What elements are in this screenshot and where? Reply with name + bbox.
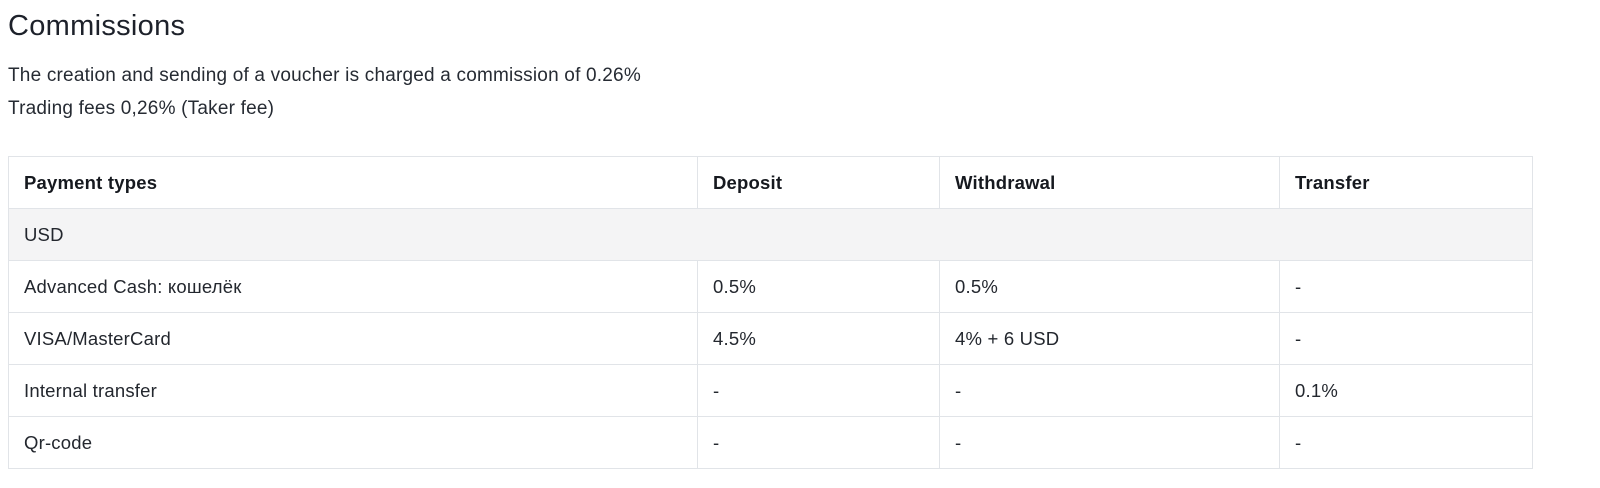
cell-withdrawal: 0.5%: [939, 260, 1280, 313]
cell-payment-type: VISA/MasterCard: [8, 312, 698, 365]
table-row: Advanced Cash: кошелёк 0.5% 0.5% -: [8, 260, 1533, 313]
cell-withdrawal: 4% + 6 USD: [939, 312, 1280, 365]
cell-transfer: -: [1279, 260, 1533, 313]
voucher-commission-text: The creation and sending of a voucher is…: [8, 65, 641, 86]
header-withdrawal: Withdrawal: [939, 156, 1280, 209]
commissions-table: Payment types Deposit Withdrawal Transfe…: [8, 156, 1533, 469]
commissions-page: Commissions The creation and sending of …: [8, 10, 1533, 469]
table-row: Qr-code - - -: [8, 416, 1533, 469]
currency-group-label: USD: [8, 208, 1533, 261]
cell-deposit: -: [697, 416, 940, 469]
table-row: VISA/MasterCard 4.5% 4% + 6 USD -: [8, 312, 1533, 365]
header-payment-types: Payment types: [8, 156, 698, 209]
table-header-row: Payment types Deposit Withdrawal Transfe…: [8, 156, 1533, 209]
cell-payment-type: Advanced Cash: кошелёк: [8, 260, 698, 313]
table-row: Internal transfer - - 0.1%: [8, 364, 1533, 417]
cell-deposit: 4.5%: [697, 312, 940, 365]
cell-transfer: -: [1279, 416, 1533, 469]
header-deposit: Deposit: [697, 156, 940, 209]
cell-transfer: -: [1279, 312, 1533, 365]
cell-payment-type: Qr-code: [8, 416, 698, 469]
page-title: Commissions: [8, 10, 186, 42]
cell-deposit: -: [697, 364, 940, 417]
page-description: The creation and sending of a voucher is…: [8, 59, 1532, 125]
trading-fees-text: Trading fees 0,26% (Taker fee): [8, 98, 275, 119]
header-transfer: Transfer: [1279, 156, 1533, 209]
currency-group-row-usd: USD: [8, 208, 1533, 261]
cell-deposit: 0.5%: [697, 260, 940, 313]
cell-withdrawal: -: [939, 364, 1280, 417]
cell-payment-type: Internal transfer: [8, 364, 698, 417]
cell-withdrawal: -: [939, 416, 1280, 469]
cell-transfer: 0.1%: [1279, 364, 1533, 417]
